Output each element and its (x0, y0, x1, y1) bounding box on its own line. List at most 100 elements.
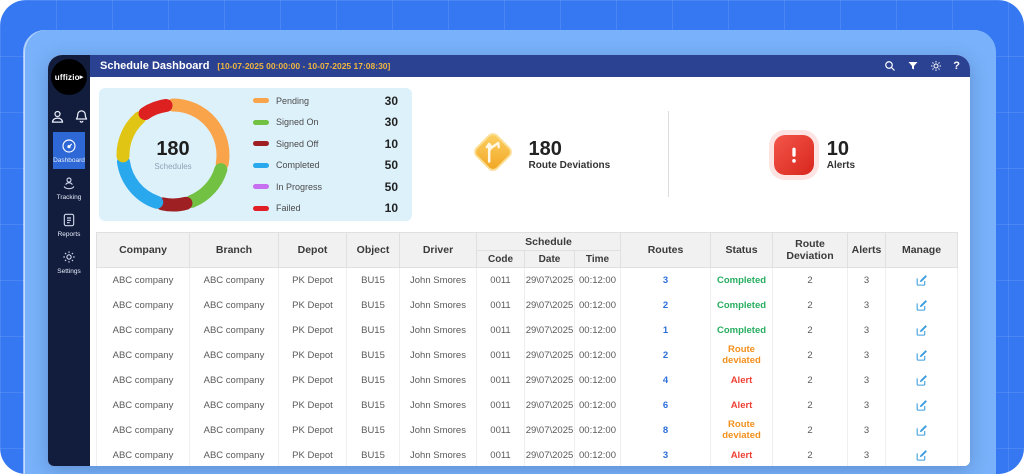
edit-icon[interactable] (915, 324, 928, 337)
sidebar-item-dashboard[interactable]: Dashboard (53, 132, 85, 169)
legend-value: 50 (384, 179, 398, 194)
routes-link[interactable]: 1 (662, 324, 669, 336)
edit-icon[interactable] (915, 399, 928, 412)
routes-link[interactable]: 3 (662, 274, 669, 286)
help-icon[interactable]: ? (953, 59, 960, 72)
legend-label: Signed On (276, 117, 319, 128)
sidebar-item-label: Reports (57, 231, 81, 238)
cell-code: 0011 (476, 292, 525, 318)
col-header-route-deviation[interactable]: Route Deviation (772, 232, 849, 268)
cell-depot: PK Depot (278, 442, 347, 466)
cell-object: BU15 (346, 317, 400, 343)
cell-company: ABC company (96, 292, 190, 318)
legend-value: 30 (384, 115, 398, 130)
col-header-time[interactable]: Time (573, 250, 622, 268)
summary-strip: 180 Schedules Pending 30 Signed On 30 Signed… (90, 77, 970, 222)
col-header-status[interactable]: Status (710, 232, 774, 268)
cell-object: BU15 (346, 417, 400, 443)
settings-icon (61, 249, 77, 265)
route-deviation-sign-icon (470, 129, 516, 180)
date-range: [10-07-2025 00:00:00 - 10-07-2025 17:08:… (217, 61, 391, 71)
cell-object: BU15 (346, 292, 400, 318)
legend-item: Signed Off 10 (253, 137, 398, 151)
cell-route-deviation: 2 (772, 342, 849, 368)
edit-icon[interactable] (915, 349, 928, 362)
legend-swatch (253, 184, 269, 190)
routes-link[interactable]: 8 (662, 424, 669, 436)
dashboard-icon (61, 138, 77, 154)
cell-depot: PK Depot (278, 417, 347, 443)
edit-icon[interactable] (915, 374, 928, 387)
cell-code: 0011 (476, 317, 525, 343)
cell-date: 29\07\2025 (524, 267, 575, 293)
status-badge: Alert (710, 367, 774, 393)
table-row: ABC company ABC company PK Depot BU15 John S… (96, 392, 959, 418)
donut-segment-signed-on (185, 162, 228, 208)
tracking-icon (61, 175, 77, 191)
cell-company: ABC company (96, 342, 190, 368)
routes-link[interactable]: 2 (662, 299, 669, 311)
cell-depot: PK Depot (278, 392, 347, 418)
cell-route-deviation: 2 (772, 392, 849, 418)
legend-item: Failed 10 (253, 201, 398, 215)
sidebar-item-reports[interactable]: Reports (53, 206, 85, 243)
cell-object: BU15 (346, 442, 400, 466)
routes-link[interactable]: 6 (662, 399, 669, 411)
edit-icon[interactable] (915, 424, 928, 437)
cell-route-deviation: 2 (772, 417, 849, 443)
cell-route-deviation: 2 (772, 292, 849, 318)
status-badge: Completed (710, 317, 774, 343)
sidebar-item-settings[interactable]: Settings (53, 243, 85, 280)
bell-icon[interactable] (74, 109, 89, 124)
cell-branch: ABC company (189, 417, 279, 443)
col-header-object[interactable]: Object (346, 232, 400, 268)
cell-driver: John Smores (399, 267, 477, 293)
cell-driver: John Smores (399, 392, 477, 418)
col-header-depot[interactable]: Depot (278, 232, 347, 268)
filter-icon[interactable] (907, 60, 919, 72)
user-icon[interactable] (50, 109, 65, 124)
cell-branch: ABC company (189, 442, 279, 466)
cell-route-deviation: 2 (772, 317, 849, 343)
cell-alerts: 3 (847, 267, 887, 293)
col-header-company[interactable]: Company (96, 232, 190, 268)
cell-company: ABC company (96, 392, 190, 418)
edit-icon[interactable] (915, 274, 928, 287)
routes-link[interactable]: 3 (662, 449, 669, 461)
status-badge: Route deviated (710, 342, 774, 368)
uffizio-logo[interactable]: uffizio ▸ (51, 59, 87, 95)
alert-icon (773, 134, 814, 175)
cell-branch: ABC company (189, 292, 279, 318)
edit-icon[interactable] (915, 299, 928, 312)
legend-value: 50 (384, 158, 398, 173)
alerts-value: 10 (826, 138, 849, 160)
table-row: ABC company ABC company PK Depot BU15 John S… (96, 442, 959, 466)
routes-link[interactable]: 2 (662, 349, 669, 361)
cell-date: 29\07\2025 (524, 417, 575, 443)
sidebar-item-tracking[interactable]: Tracking (53, 169, 85, 206)
search-icon[interactable] (884, 60, 896, 72)
cell-depot: PK Depot (278, 342, 347, 368)
routes-link[interactable]: 4 (662, 374, 669, 386)
content: 180 Schedules Pending 30 Signed On 30 Signed… (90, 77, 970, 466)
donut-segment-completed (116, 154, 164, 209)
gear-icon[interactable] (930, 60, 942, 72)
cell-object: BU15 (346, 342, 400, 368)
col-header-date[interactable]: Date (524, 250, 575, 268)
edit-icon[interactable] (915, 449, 928, 462)
cell-depot: PK Depot (278, 292, 347, 318)
cell-code: 0011 (476, 342, 525, 368)
legend-value: 10 (384, 136, 398, 151)
cell-route-deviation: 2 (772, 442, 849, 466)
col-header-code[interactable]: Code (476, 250, 525, 268)
cell-alerts: 3 (847, 417, 887, 443)
col-header-driver[interactable]: Driver (399, 232, 477, 268)
col-header-alerts[interactable]: Alerts (847, 232, 887, 268)
col-header-manage[interactable]: Manage (885, 232, 959, 268)
cell-code: 0011 (476, 267, 525, 293)
col-header-routes[interactable]: Routes (620, 232, 712, 268)
cell-code: 0011 (476, 392, 525, 418)
legend-swatch (253, 141, 269, 147)
col-header-branch[interactable]: Branch (189, 232, 279, 268)
